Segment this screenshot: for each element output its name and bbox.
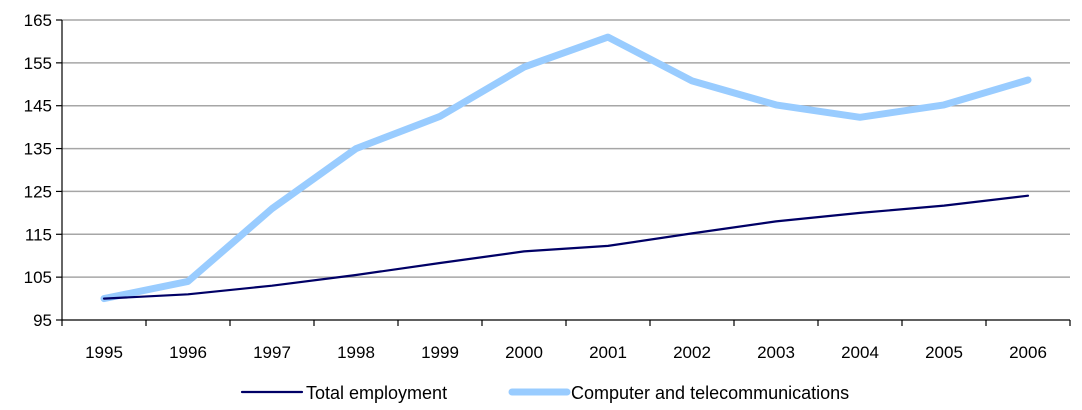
x-tick-label: 2004	[841, 343, 879, 362]
y-tick-label: 145	[24, 97, 52, 116]
y-tick-label: 95	[33, 311, 52, 330]
series-line-total-employment	[102, 194, 1030, 300]
y-tick-label: 135	[24, 140, 52, 159]
x-tick-label: 1996	[169, 343, 207, 362]
x-tick-label: 1999	[421, 343, 459, 362]
y-tick-label: 105	[24, 268, 52, 287]
legend: Total employment Computer and telecommuni…	[240, 383, 849, 403]
y-tick-labels: 95 105 115 125 135 145 155 165	[24, 11, 52, 330]
y-tick-label: 115	[25, 225, 52, 244]
x-tick-labels: 1995 1996 1997 1998 1999 2000 2001 2002 2003 2004…	[85, 343, 1047, 362]
axes	[56, 19, 1071, 326]
y-tick-label: 125	[24, 182, 52, 201]
y-tick-label: 155	[24, 54, 52, 73]
x-tick-label: 2003	[757, 343, 795, 362]
gridlines	[62, 19, 1070, 278]
x-tick-label: 2005	[925, 343, 963, 362]
x-tick-label: 1997	[253, 343, 291, 362]
x-tick-label: 2006	[1009, 343, 1047, 362]
x-tick-label: 1998	[337, 343, 375, 362]
x-tick-label: 2001	[589, 343, 627, 362]
legend-label: Total employment	[306, 383, 447, 403]
x-tick-label: 2000	[505, 343, 543, 362]
series-line-computer-and-telecommunications	[100, 33, 1032, 303]
x-tick-label: 1995	[85, 343, 123, 362]
series	[100, 33, 1032, 303]
x-tick-label: 2002	[673, 343, 711, 362]
y-tick-label: 165	[24, 11, 52, 30]
legend-label: Computer and telecommunications	[571, 383, 849, 403]
